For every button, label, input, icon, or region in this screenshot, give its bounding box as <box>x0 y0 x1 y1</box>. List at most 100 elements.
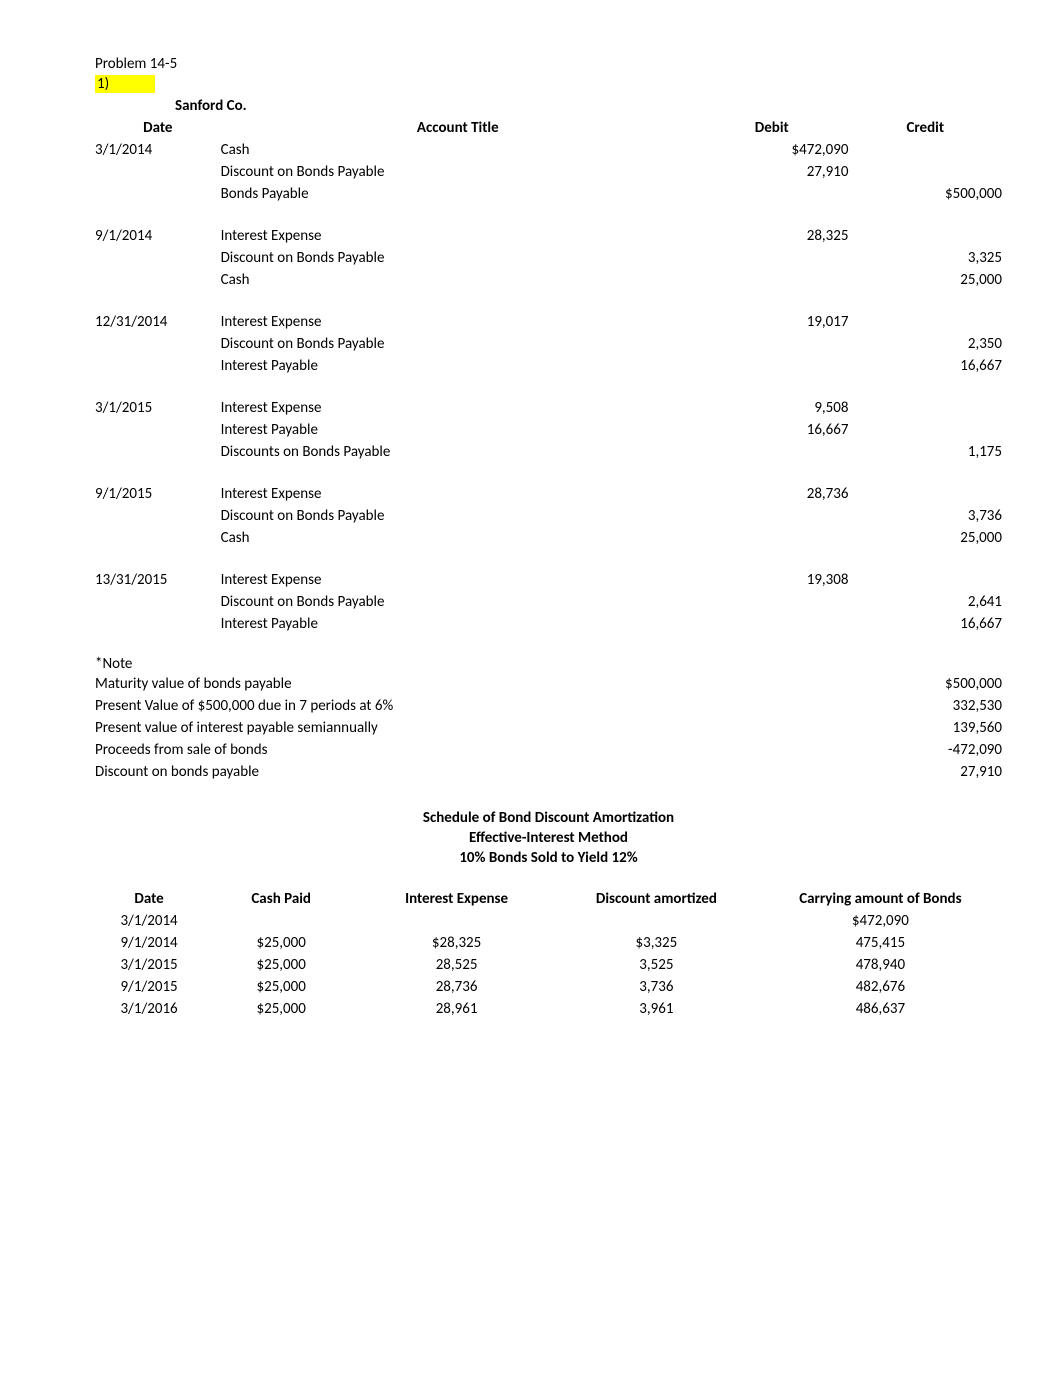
journal-cell-debit <box>695 505 848 527</box>
journal-cell-account: Discount on Bonds Payable <box>221 333 695 355</box>
header-debit: Debit <box>695 117 848 139</box>
sched-cell-discount: 3,525 <box>554 954 759 976</box>
sched-cell-carrying: 482,676 <box>759 976 1002 998</box>
sched-cell-carrying: 475,415 <box>759 932 1002 954</box>
journal-cell-date <box>95 613 221 635</box>
note-row: Present Value of $500,000 due in 7 perio… <box>95 695 1002 717</box>
journal-cell-account: Cash <box>221 269 695 291</box>
journal-cell-credit: 2,641 <box>848 591 1002 613</box>
sched-cell-date: 3/1/2016 <box>95 998 203 1020</box>
note-row: Present value of interest payable semian… <box>95 717 1002 739</box>
journal-cell-account: Interest Expense <box>221 483 695 505</box>
journal-cell-date <box>95 183 221 205</box>
sched-cell-interest: $28,325 <box>359 932 554 954</box>
journal-cell-credit <box>848 483 1002 505</box>
journal-cell-debit: 9,508 <box>695 397 848 419</box>
note-row: Proceeds from sale of bonds-472,090 <box>95 739 1002 761</box>
sched-cell-carrying: 478,940 <box>759 954 1002 976</box>
schedule-title-1: Schedule of Bond Discount Amortization <box>95 808 1002 828</box>
sched-header-cash: Cash Paid <box>203 888 359 910</box>
journal-cell-account: Interest Expense <box>221 225 695 247</box>
journal-cell-account: Discount on Bonds Payable <box>221 247 695 269</box>
note-section: *Note Maturity value of bonds payable$50… <box>95 655 1002 783</box>
journal-cell-debit: 16,667 <box>695 419 848 441</box>
sched-cell-discount: 3,961 <box>554 998 759 1020</box>
sched-header-date: Date <box>95 888 203 910</box>
journal-cell-credit: 16,667 <box>848 355 1002 377</box>
journal-cell-debit <box>695 613 848 635</box>
sched-cell-carrying: 486,637 <box>759 998 1002 1020</box>
journal-cell-debit <box>695 355 848 377</box>
sched-cell-cash: $25,000 <box>203 954 359 976</box>
sched-cell-date: 9/1/2015 <box>95 976 203 998</box>
journal-cell-credit: 25,000 <box>848 527 1002 549</box>
spacer-row <box>95 291 1002 311</box>
note-value: 139,560 <box>846 717 1002 739</box>
journal-row: 9/1/2015Interest Expense28,736 <box>95 483 1002 505</box>
journal-cell-date: 12/31/2014 <box>95 311 221 333</box>
journal-cell-date: 3/1/2014 <box>95 139 221 161</box>
journal-cell-date <box>95 441 221 463</box>
journal-row: Interest Payable16,667 <box>95 613 1002 635</box>
sched-cell-interest: 28,525 <box>359 954 554 976</box>
journal-cell-account: Interest Payable <box>221 419 695 441</box>
note-label: Present value of interest payable semian… <box>95 717 846 739</box>
journal-cell-credit <box>848 419 1002 441</box>
journal-row: Interest Payable16,667 <box>95 419 1002 441</box>
schedule-row: 3/1/2015$25,00028,5253,525478,940 <box>95 954 1002 976</box>
sched-cell-cash: $25,000 <box>203 998 359 1020</box>
journal-cell-date <box>95 355 221 377</box>
schedule-section: Schedule of Bond Discount Amortization E… <box>95 808 1002 1020</box>
journal-row: 9/1/2014Interest Expense28,325 <box>95 225 1002 247</box>
journal-cell-date: 9/1/2015 <box>95 483 221 505</box>
journal-cell-credit <box>848 397 1002 419</box>
journal-cell-debit <box>695 247 848 269</box>
sched-cell-cash <box>203 910 359 932</box>
journal-row: Discounts on Bonds Payable 1,175 <box>95 441 1002 463</box>
journal-cell-date: 13/31/2015 <box>95 569 221 591</box>
journal-cell-credit: 1,175 <box>848 441 1002 463</box>
journal-table: Date Account Title Debit Credit 3/1/2014… <box>95 117 1002 635</box>
journal-row: 12/31/2014Interest Expense19,017 <box>95 311 1002 333</box>
journal-row: 13/31/2015Interest Expense19,308 <box>95 569 1002 591</box>
schedule-row: 3/1/2016$25,00028,9613,961486,637 <box>95 998 1002 1020</box>
journal-row: Discount on Bonds Payable3,736 <box>95 505 1002 527</box>
journal-cell-date <box>95 591 221 613</box>
journal-cell-debit: 28,325 <box>695 225 848 247</box>
journal-row: 3/1/2015Interest Expense9,508 <box>95 397 1002 419</box>
schedule-row: 3/1/2014$472,090 <box>95 910 1002 932</box>
spacer-row <box>95 205 1002 225</box>
header-account: Account Title <box>221 117 695 139</box>
schedule-row: 9/1/2015$25,00028,7363,736482,676 <box>95 976 1002 998</box>
journal-cell-debit: $472,090 <box>695 139 848 161</box>
journal-cell-debit <box>695 333 848 355</box>
journal-row: Bonds Payable$500,000 <box>95 183 1002 205</box>
journal-row: Interest Payable 16,667 <box>95 355 1002 377</box>
journal-cell-date: 9/1/2014 <box>95 225 221 247</box>
journal-cell-credit: 3,736 <box>848 505 1002 527</box>
spacer-row <box>95 377 1002 397</box>
sched-cell-cash: $25,000 <box>203 932 359 954</box>
journal-cell-credit: 16,667 <box>848 613 1002 635</box>
journal-cell-credit <box>848 139 1002 161</box>
sched-cell-cash: $25,000 <box>203 976 359 998</box>
journal-cell-debit <box>695 269 848 291</box>
journal-cell-credit: 3,325 <box>848 247 1002 269</box>
journal-cell-credit <box>848 225 1002 247</box>
journal-cell-credit: 25,000 <box>848 269 1002 291</box>
journal-cell-account: Interest Payable <box>221 355 695 377</box>
journal-cell-account: Discounts on Bonds Payable <box>221 441 695 463</box>
sched-cell-interest: 28,736 <box>359 976 554 998</box>
note-value: 27,910 <box>846 761 1002 783</box>
journal-cell-credit <box>848 311 1002 333</box>
journal-cell-debit: 19,308 <box>695 569 848 591</box>
journal-header-row: Date Account Title Debit Credit <box>95 117 1002 139</box>
journal-cell-account: Discount on Bonds Payable <box>221 591 695 613</box>
sched-cell-date: 3/1/2015 <box>95 954 203 976</box>
schedule-table: Date Cash Paid Interest Expense Discount… <box>95 888 1002 1020</box>
note-label: Discount on bonds payable <box>95 761 846 783</box>
journal-cell-account: Interest Expense <box>221 311 695 333</box>
journal-cell-credit: 2,350 <box>848 333 1002 355</box>
note-value: 332,530 <box>846 695 1002 717</box>
journal-cell-credit: $500,000 <box>848 183 1002 205</box>
